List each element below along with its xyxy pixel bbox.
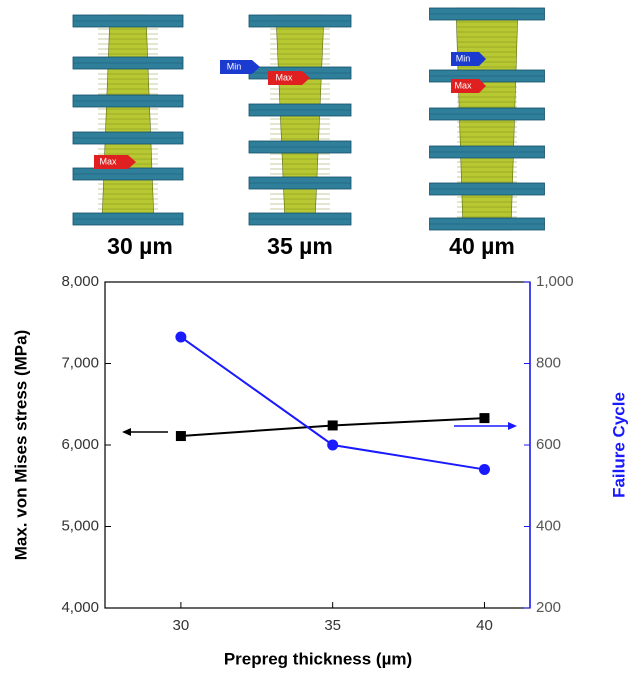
- point: [176, 431, 186, 441]
- y-tick-label: 4,000: [61, 599, 99, 616]
- arrow: [454, 422, 517, 430]
- image-caption: 40 µm: [449, 233, 515, 259]
- tag-label: Max: [99, 156, 117, 166]
- x-tick-label: 40: [476, 617, 493, 634]
- point: [479, 464, 490, 475]
- tag: Min: [220, 60, 260, 74]
- y-tick-label: 6,000: [61, 436, 99, 453]
- image-caption: 35 µm: [267, 233, 333, 259]
- y-tick-label: 8,000: [61, 273, 99, 290]
- point: [175, 332, 186, 343]
- y2-tick-label: 200: [536, 599, 561, 616]
- fem-images: [73, 8, 545, 230]
- column-core: [102, 15, 154, 222]
- tag: Max: [268, 71, 310, 85]
- y2-tick-label: 800: [536, 354, 561, 371]
- y-tick-label: 5,000: [61, 517, 99, 534]
- y2-axis-title: Failure Cycle: [609, 392, 628, 498]
- y-axis-title: Max. von Mises stress (MPa): [11, 330, 30, 561]
- image-caption: 30 µm: [107, 233, 173, 259]
- x-tick-label: 35: [324, 617, 341, 634]
- x-tick-label: 30: [173, 617, 190, 634]
- point: [327, 440, 338, 451]
- y2-tick-label: 400: [536, 517, 561, 534]
- point: [479, 413, 489, 423]
- tag: Min: [451, 52, 486, 66]
- y2-tick-label: 1,000: [536, 273, 574, 290]
- tag-label: Min: [456, 53, 471, 63]
- tag-label: Max: [275, 72, 293, 82]
- y2-tick-label: 600: [536, 436, 561, 453]
- tag-label: Max: [454, 80, 472, 90]
- figure: 30 µm 35 µm 40 µm Max Min Max Min Max Ma…: [0, 0, 643, 677]
- column-core: [276, 15, 324, 222]
- tag: Max: [451, 79, 486, 93]
- arrow: [122, 428, 168, 436]
- tag-label: Min: [227, 61, 242, 71]
- y-tick-label: 7,000: [61, 354, 99, 371]
- tag: Max: [94, 155, 136, 169]
- point: [328, 420, 338, 430]
- x-axis-title: Prepreg thickness (µm): [224, 649, 412, 668]
- plot-frame: [105, 282, 530, 608]
